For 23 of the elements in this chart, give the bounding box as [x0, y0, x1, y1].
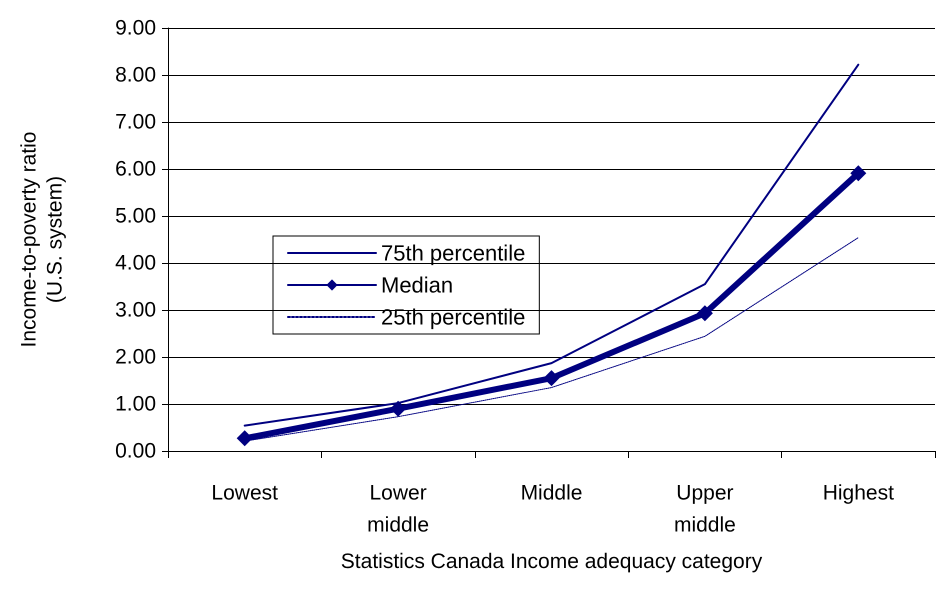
point [544, 370, 560, 386]
point [696, 305, 713, 322]
x-tick-label: Lower middle [367, 482, 430, 536]
x-tick-label: Upper middle [674, 482, 736, 536]
x-tick-label: Lowest [211, 482, 278, 504]
y-axis-title: Income-to-poverty ratio (U.S. system) [18, 132, 66, 348]
legend-label: 75th percentile [381, 240, 526, 266]
y-tick-label: 3.00 [115, 298, 156, 322]
y-tick-label: 0.00 [115, 440, 156, 462]
y-tick-label: 6.00 [115, 158, 156, 180]
y-tick-label: 8.00 [115, 64, 156, 86]
x-tick-label: Middle [520, 482, 582, 504]
y-tick-label: 2.00 [115, 346, 156, 368]
x-axis-title: Statistics Canada Income adequacy category [340, 550, 763, 573]
point [850, 165, 866, 182]
y-tick-label: 9.00 [115, 16, 156, 40]
y-tick-label: 1.00 [115, 392, 156, 416]
point [390, 400, 406, 417]
legend-label: Median [381, 272, 454, 298]
y-tick-label: 4.00 [115, 252, 156, 274]
x-tick-label: Highest [822, 482, 894, 504]
y-tick-label: 5.00 [115, 204, 156, 228]
y-tick-label: 7.00 [115, 110, 156, 134]
